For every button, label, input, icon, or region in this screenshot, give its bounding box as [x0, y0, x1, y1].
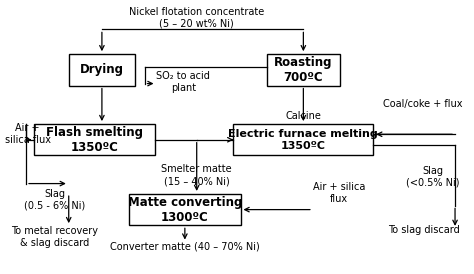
FancyBboxPatch shape — [233, 124, 374, 156]
Text: Flash smelting
1350ºC: Flash smelting 1350ºC — [46, 126, 143, 154]
Text: Converter matte (40 – 70% Ni): Converter matte (40 – 70% Ni) — [110, 241, 260, 251]
Text: Matte converting
1300ºC: Matte converting 1300ºC — [128, 196, 242, 224]
Text: To metal recovery
& slag discard: To metal recovery & slag discard — [11, 226, 98, 248]
Text: Electric furnace melting
1350ºC: Electric furnace melting 1350ºC — [228, 129, 378, 150]
FancyBboxPatch shape — [69, 54, 135, 85]
FancyBboxPatch shape — [34, 124, 155, 156]
Text: Slag
(<0.5% Ni): Slag (<0.5% Ni) — [406, 166, 460, 187]
Text: Drying: Drying — [80, 63, 124, 76]
Text: Roasting
700ºC: Roasting 700ºC — [274, 56, 333, 84]
Text: Coal/coke + flux: Coal/coke + flux — [383, 99, 462, 109]
Text: Air + silica
flux: Air + silica flux — [313, 182, 365, 204]
FancyBboxPatch shape — [129, 194, 241, 225]
Text: Slag
(0.5 - 6% Ni): Slag (0.5 - 6% Ni) — [24, 189, 85, 211]
Text: Air +
silica flux: Air + silica flux — [5, 124, 51, 145]
Text: SO₂ to acid
plant: SO₂ to acid plant — [156, 72, 210, 93]
Text: Smelter matte
(15 – 40% Ni): Smelter matte (15 – 40% Ni) — [162, 164, 232, 186]
Text: Calcine: Calcine — [285, 111, 321, 121]
Text: Nickel flotation concentrate
(5 – 20 wt% Ni): Nickel flotation concentrate (5 – 20 wt%… — [129, 7, 264, 28]
FancyBboxPatch shape — [266, 54, 340, 85]
Text: To slag discard: To slag discard — [388, 225, 460, 235]
